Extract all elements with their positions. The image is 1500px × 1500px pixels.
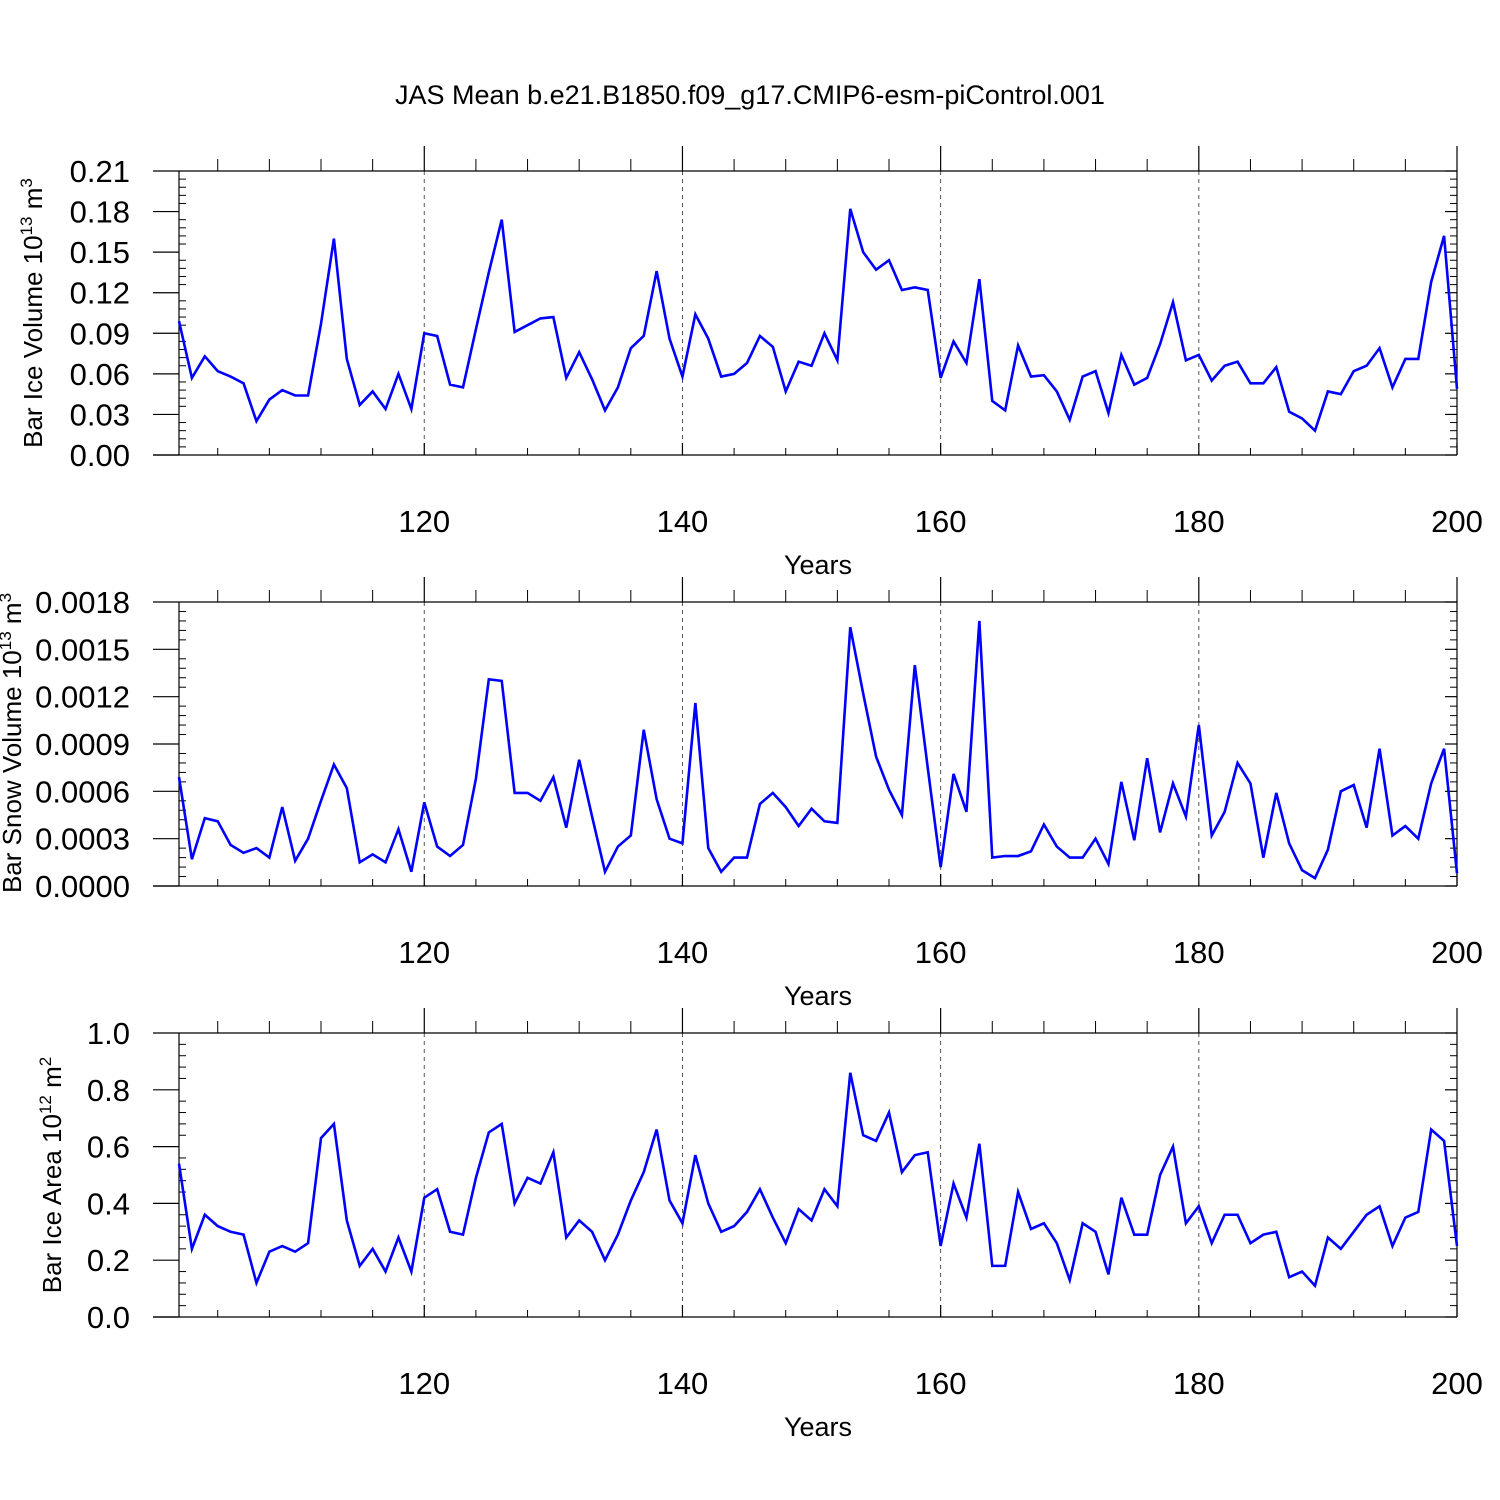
y-axis-title-ice-volume: Bar Ice Volume 1013 m3 [17,178,48,448]
x-axis-title-snow-volume: Years [783,981,853,1011]
x-tick-label-160: 160 [915,1366,967,1401]
x-tick-label-120: 120 [398,935,450,970]
panel-ice-volume: 0.00 0.03 0.06 0.09 0.12 0.15 0.18 0.21 120 140 16… [70,146,1483,539]
y-tick-label: 0.0012 [35,680,130,715]
x-axis-title-ice-area: Years [783,1412,853,1442]
x-tick-label-120: 120 [398,504,450,539]
x-tick-label-120: 120 [398,1366,450,1401]
y-axis-title-snow-volume: Bar Snow Volume 1013 m3 [0,593,27,894]
x-tick-label-160: 160 [915,935,967,970]
y-tick-label: 0.8 [87,1073,130,1108]
y-tick-label: 0.4 [87,1186,130,1221]
x-tick-label-200: 200 [1431,504,1483,539]
y-axis-title-ice-area: Bar Ice Area 1012 m2 [36,1056,67,1294]
y-tick-label: 0.09 [70,316,130,351]
x-tick-label-180: 180 [1173,935,1225,970]
x-tick-label-200: 200 [1431,1366,1483,1401]
y-tick-label: 0.0006 [35,774,130,809]
y-tick-label: 0.0 [87,1300,130,1335]
data-line-ice-area [177,1072,1459,1289]
x-tick-label-200: 200 [1431,935,1483,970]
y-tick-label: 0.03 [70,397,130,432]
y-tick-label: 0.0015 [35,632,130,667]
y-tick-label: 1.0 [87,1016,130,1051]
y-tick-label: 0.2 [87,1243,130,1278]
y-tick-label: 0.6 [87,1130,130,1165]
y-tick-label: 0.15 [70,235,130,270]
y-tick-label: 0.0009 [35,727,130,762]
x-tick-label-140: 140 [657,1366,709,1401]
panel-snow-volume: 0.0000 0.0003 0.0006 0.0009 0.0012 0.0015 0.00… [35,577,1483,970]
x-tick-label-180: 180 [1173,504,1225,539]
y-tick-label: 0.0000 [35,869,130,904]
data-line-ice-volume [177,208,1459,434]
y-tick-label: 0.21 [70,154,130,189]
panel-ice-area: 0.0 0.2 0.4 0.6 0.8 1.0 120 140 160 180 200 [87,1008,1483,1401]
x-tick-label-140: 140 [657,935,709,970]
y-tick-label: 0.0003 [35,822,130,857]
data-line-snow-volume [177,620,1459,880]
x-axis-title-ice-volume: Years [783,550,853,580]
chart-title: JAS Mean b.e21.B1850.f09_g17.CMIP6-esm-p… [395,80,1105,110]
y-tick-label: 0.0018 [35,585,130,620]
x-tick-label-160: 160 [915,504,967,539]
y-tick-label: 0.12 [70,276,130,311]
y-tick-label: 0.06 [70,357,130,392]
y-tick-label: 0.18 [70,195,130,230]
x-tick-label-180: 180 [1173,1366,1225,1401]
x-tick-label-140: 140 [657,504,709,539]
y-tick-label: 0.00 [70,438,130,473]
